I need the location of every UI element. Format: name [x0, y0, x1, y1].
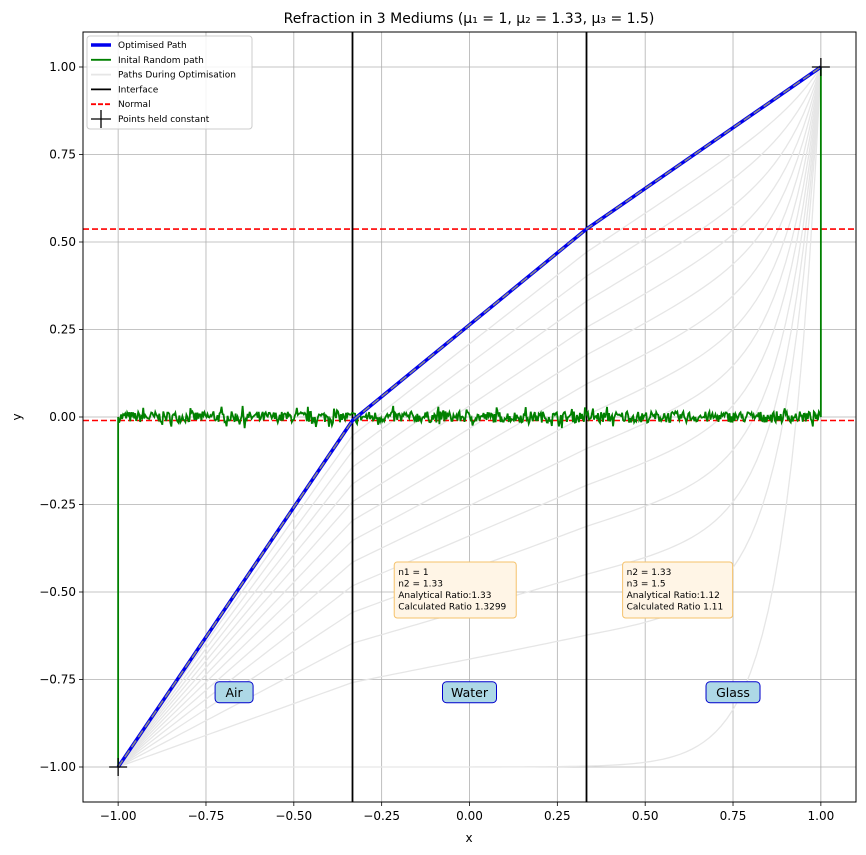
y-tick-label: 0.00: [49, 410, 76, 424]
ratio-note-line: Calculated Ratio 1.3299: [398, 603, 506, 613]
legend-entry: Interface: [91, 85, 159, 95]
ratio-note-box: [622, 561, 734, 619]
x-tick-label: −0.25: [363, 809, 400, 823]
region-label-text: Water: [451, 685, 489, 700]
legend-entry: Normal: [91, 100, 151, 110]
legend-label: Interface: [118, 85, 159, 95]
x-tick-label: 0.50: [632, 809, 659, 823]
x-tick-label: −0.50: [275, 809, 312, 823]
region-label-box: [442, 681, 497, 704]
ratio-note-line: Calculated Ratio 1.11: [627, 603, 724, 613]
legend: Optimised Path Inital Random path Paths Du…: [86, 35, 253, 130]
region-label-box: [214, 681, 254, 704]
x-tick-label: −1.00: [100, 809, 137, 823]
region-label: Air: [214, 681, 254, 704]
ratio-note-box: [393, 561, 517, 619]
fixed-point-marker: [811, 58, 830, 76]
legend-swatch: [91, 110, 111, 128]
optimisation-path: [117, 66, 822, 768]
ratio-note-line: n2 = 1.33: [627, 568, 672, 578]
chart-title: Refraction in 3 Mediums (μ₁ = 1, μ₂ = 1.…: [284, 11, 655, 27]
legend-entry: Optimised Path: [91, 41, 187, 51]
optimisation-path: [117, 66, 822, 768]
fixed-point-marker: [109, 758, 128, 776]
optimisation-path: [117, 66, 822, 768]
x-tick-label: 0.75: [720, 809, 747, 823]
ratio-note-line: Analytical Ratio:1.12: [627, 591, 720, 601]
optimisation-path: [117, 66, 822, 768]
y-tick-label: −1.00: [39, 760, 76, 774]
y-tick-label: 0.50: [49, 235, 76, 249]
legend-label: Optimised Path: [118, 41, 187, 51]
ratio-note-line: n1 = 1: [398, 568, 428, 578]
legend-label: Paths During Optimisation: [118, 71, 236, 81]
optimisation-path: [117, 66, 822, 768]
x-tick-label: 0.25: [544, 809, 571, 823]
x-axis-label: x: [465, 831, 472, 845]
ratio-note-line: n2 = 1.33: [398, 580, 443, 590]
legend-label: Points held constant: [118, 115, 210, 125]
region-label-box: [705, 681, 761, 704]
legend-entry: Inital Random path: [91, 56, 204, 66]
x-tick-label: −0.75: [188, 809, 225, 823]
initial-random-path: [117, 67, 822, 767]
optimisation-path: [117, 66, 822, 768]
legend-box: [86, 35, 253, 130]
ratio-note-line: Analytical Ratio:1.33: [398, 591, 491, 601]
y-tick-label: 0.25: [49, 323, 76, 337]
y-axis-label: y: [10, 413, 24, 420]
y-tick-label: 0.75: [49, 148, 76, 162]
region-label-text: Glass: [716, 685, 750, 700]
y-tick-label: 1.00: [49, 60, 76, 74]
y-tick-label: −0.75: [39, 673, 76, 687]
optimisation-path: [117, 66, 822, 768]
x-tick-label: 1.00: [808, 809, 835, 823]
legend-label: Inital Random path: [118, 56, 204, 66]
ratio-note-line: n3 = 1.5: [627, 580, 666, 590]
optimisation-path: [118, 66, 822, 768]
x-tick-label: 0.00: [456, 809, 483, 823]
y-tick-label: −0.25: [39, 498, 76, 512]
y-tick-label: −0.50: [39, 585, 76, 599]
axis-ticks: −1.00 −0.75 −0.50 −0.25 0.00 0.25 0.50 0.75 1.00…: [39, 60, 834, 823]
legend-entry: Points held constant: [91, 110, 210, 128]
legend-label: Normal: [118, 100, 151, 110]
legend-entry: Paths During Optimisation: [91, 71, 236, 81]
plot-area: [83, 32, 856, 802]
region-label-text: Air: [226, 685, 244, 700]
region-label: Water: [442, 681, 497, 704]
optimisation-path: [117, 66, 822, 768]
optimised-path-dash: [117, 66, 822, 768]
region-label: Glass: [705, 681, 761, 704]
optimisation-path: [117, 66, 822, 768]
